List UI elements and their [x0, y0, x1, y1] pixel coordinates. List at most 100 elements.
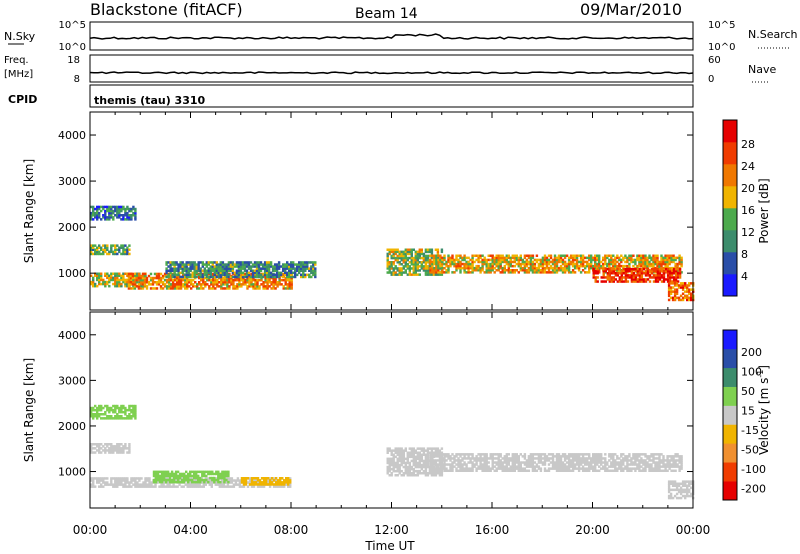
echo-cell [424, 248, 428, 251]
echo-cell [290, 271, 293, 275]
echo-cell [414, 265, 417, 268]
echo-cell [432, 451, 436, 454]
echo-cell [185, 474, 188, 478]
echo-cell [517, 459, 520, 462]
echo-cell [255, 271, 259, 275]
echo-cell [238, 485, 242, 488]
echo-cell [237, 271, 241, 275]
echo-cell [213, 271, 216, 275]
echo-cell [636, 258, 639, 262]
echo-cell [126, 417, 129, 420]
echo-cell [392, 457, 395, 461]
echo-cell [215, 470, 218, 474]
echo-cell [656, 267, 660, 271]
echo-cell [575, 467, 579, 470]
echo-cell [441, 465, 444, 468]
echo-cell [152, 478, 156, 482]
echo-cell [142, 485, 145, 488]
echo-cell [210, 278, 213, 282]
echo-cell [573, 256, 577, 260]
echo-cell [185, 263, 188, 266]
echo-cell [668, 467, 671, 470]
echo-cell [198, 281, 201, 284]
echo-cell [594, 453, 597, 456]
echo-cell [260, 283, 263, 286]
echo-cell [539, 258, 543, 262]
echo-cell [270, 477, 274, 480]
echo-cell [205, 269, 208, 272]
echo-cell [479, 463, 482, 466]
echo-cell [283, 483, 286, 486]
echo-cell [600, 455, 603, 458]
echo-cell [396, 254, 399, 258]
echo-cell [179, 285, 183, 288]
echo-cell [206, 278, 209, 282]
echo-cell [563, 455, 567, 458]
echo-cell [234, 481, 238, 484]
echo-cell [465, 469, 468, 472]
echo-cell [90, 211, 93, 215]
echo-cell [225, 273, 229, 277]
echo-band-4 [165, 261, 317, 279]
colorbar-tick-label: 200 [741, 346, 762, 359]
echo-cell [110, 443, 113, 446]
echo-cell [598, 256, 601, 260]
echo-cell [485, 469, 488, 472]
echo-cell [422, 472, 426, 475]
echo-cell [98, 479, 101, 482]
echo-cell [433, 459, 436, 462]
echo-band-4 [240, 477, 292, 486]
echo-cell [187, 476, 190, 480]
echo-cell [225, 275, 229, 279]
echo-cell [485, 269, 488, 272]
echo-cell [277, 263, 281, 266]
echo-cell [187, 261, 190, 264]
echo-cell [579, 467, 583, 470]
echo-cell [457, 465, 460, 468]
echo-cell [404, 469, 407, 473]
echo-cell [253, 261, 257, 264]
echo-cell [529, 266, 533, 270]
echo-cell [664, 262, 667, 266]
echo-cell [499, 262, 502, 266]
echo-cell [106, 248, 109, 251]
echo-cell [545, 266, 549, 270]
echo-cell [416, 256, 419, 260]
echo-cell [132, 477, 135, 480]
echo-cell [610, 463, 613, 466]
echo-cell [680, 262, 683, 266]
echo-cell [104, 218, 107, 221]
echo-cell [410, 258, 413, 262]
echo-cell [501, 254, 504, 257]
echo-cell [642, 459, 645, 462]
station-title: Blackstone (fitACF) [90, 0, 243, 19]
echo-cell [394, 461, 397, 465]
echo-cell [240, 479, 244, 482]
echo-cell [662, 269, 666, 273]
echo-cell [96, 207, 99, 211]
echo-cell [94, 252, 97, 256]
echo-cell [406, 469, 409, 473]
echo-cell [402, 461, 405, 465]
echo-cell [455, 258, 458, 262]
echo-cell [656, 278, 660, 281]
echo-cell [275, 269, 279, 272]
echo-cell [400, 254, 403, 258]
echo-cell [608, 274, 611, 277]
echo-cell [193, 273, 196, 277]
echo-cell [461, 465, 464, 468]
echo-cell [110, 408, 113, 412]
echo-cell [92, 248, 95, 251]
echo-cell [110, 214, 113, 217]
echo-cell [596, 256, 599, 260]
echo-cell [529, 459, 533, 462]
echo-cell [638, 254, 641, 257]
echo-cell [642, 267, 646, 271]
echo-cell [116, 485, 119, 488]
echo-cell [535, 258, 539, 262]
echo-cell [455, 254, 458, 257]
echo-cell [402, 459, 405, 463]
echo-cell [220, 287, 223, 290]
echo-cell [600, 266, 603, 270]
